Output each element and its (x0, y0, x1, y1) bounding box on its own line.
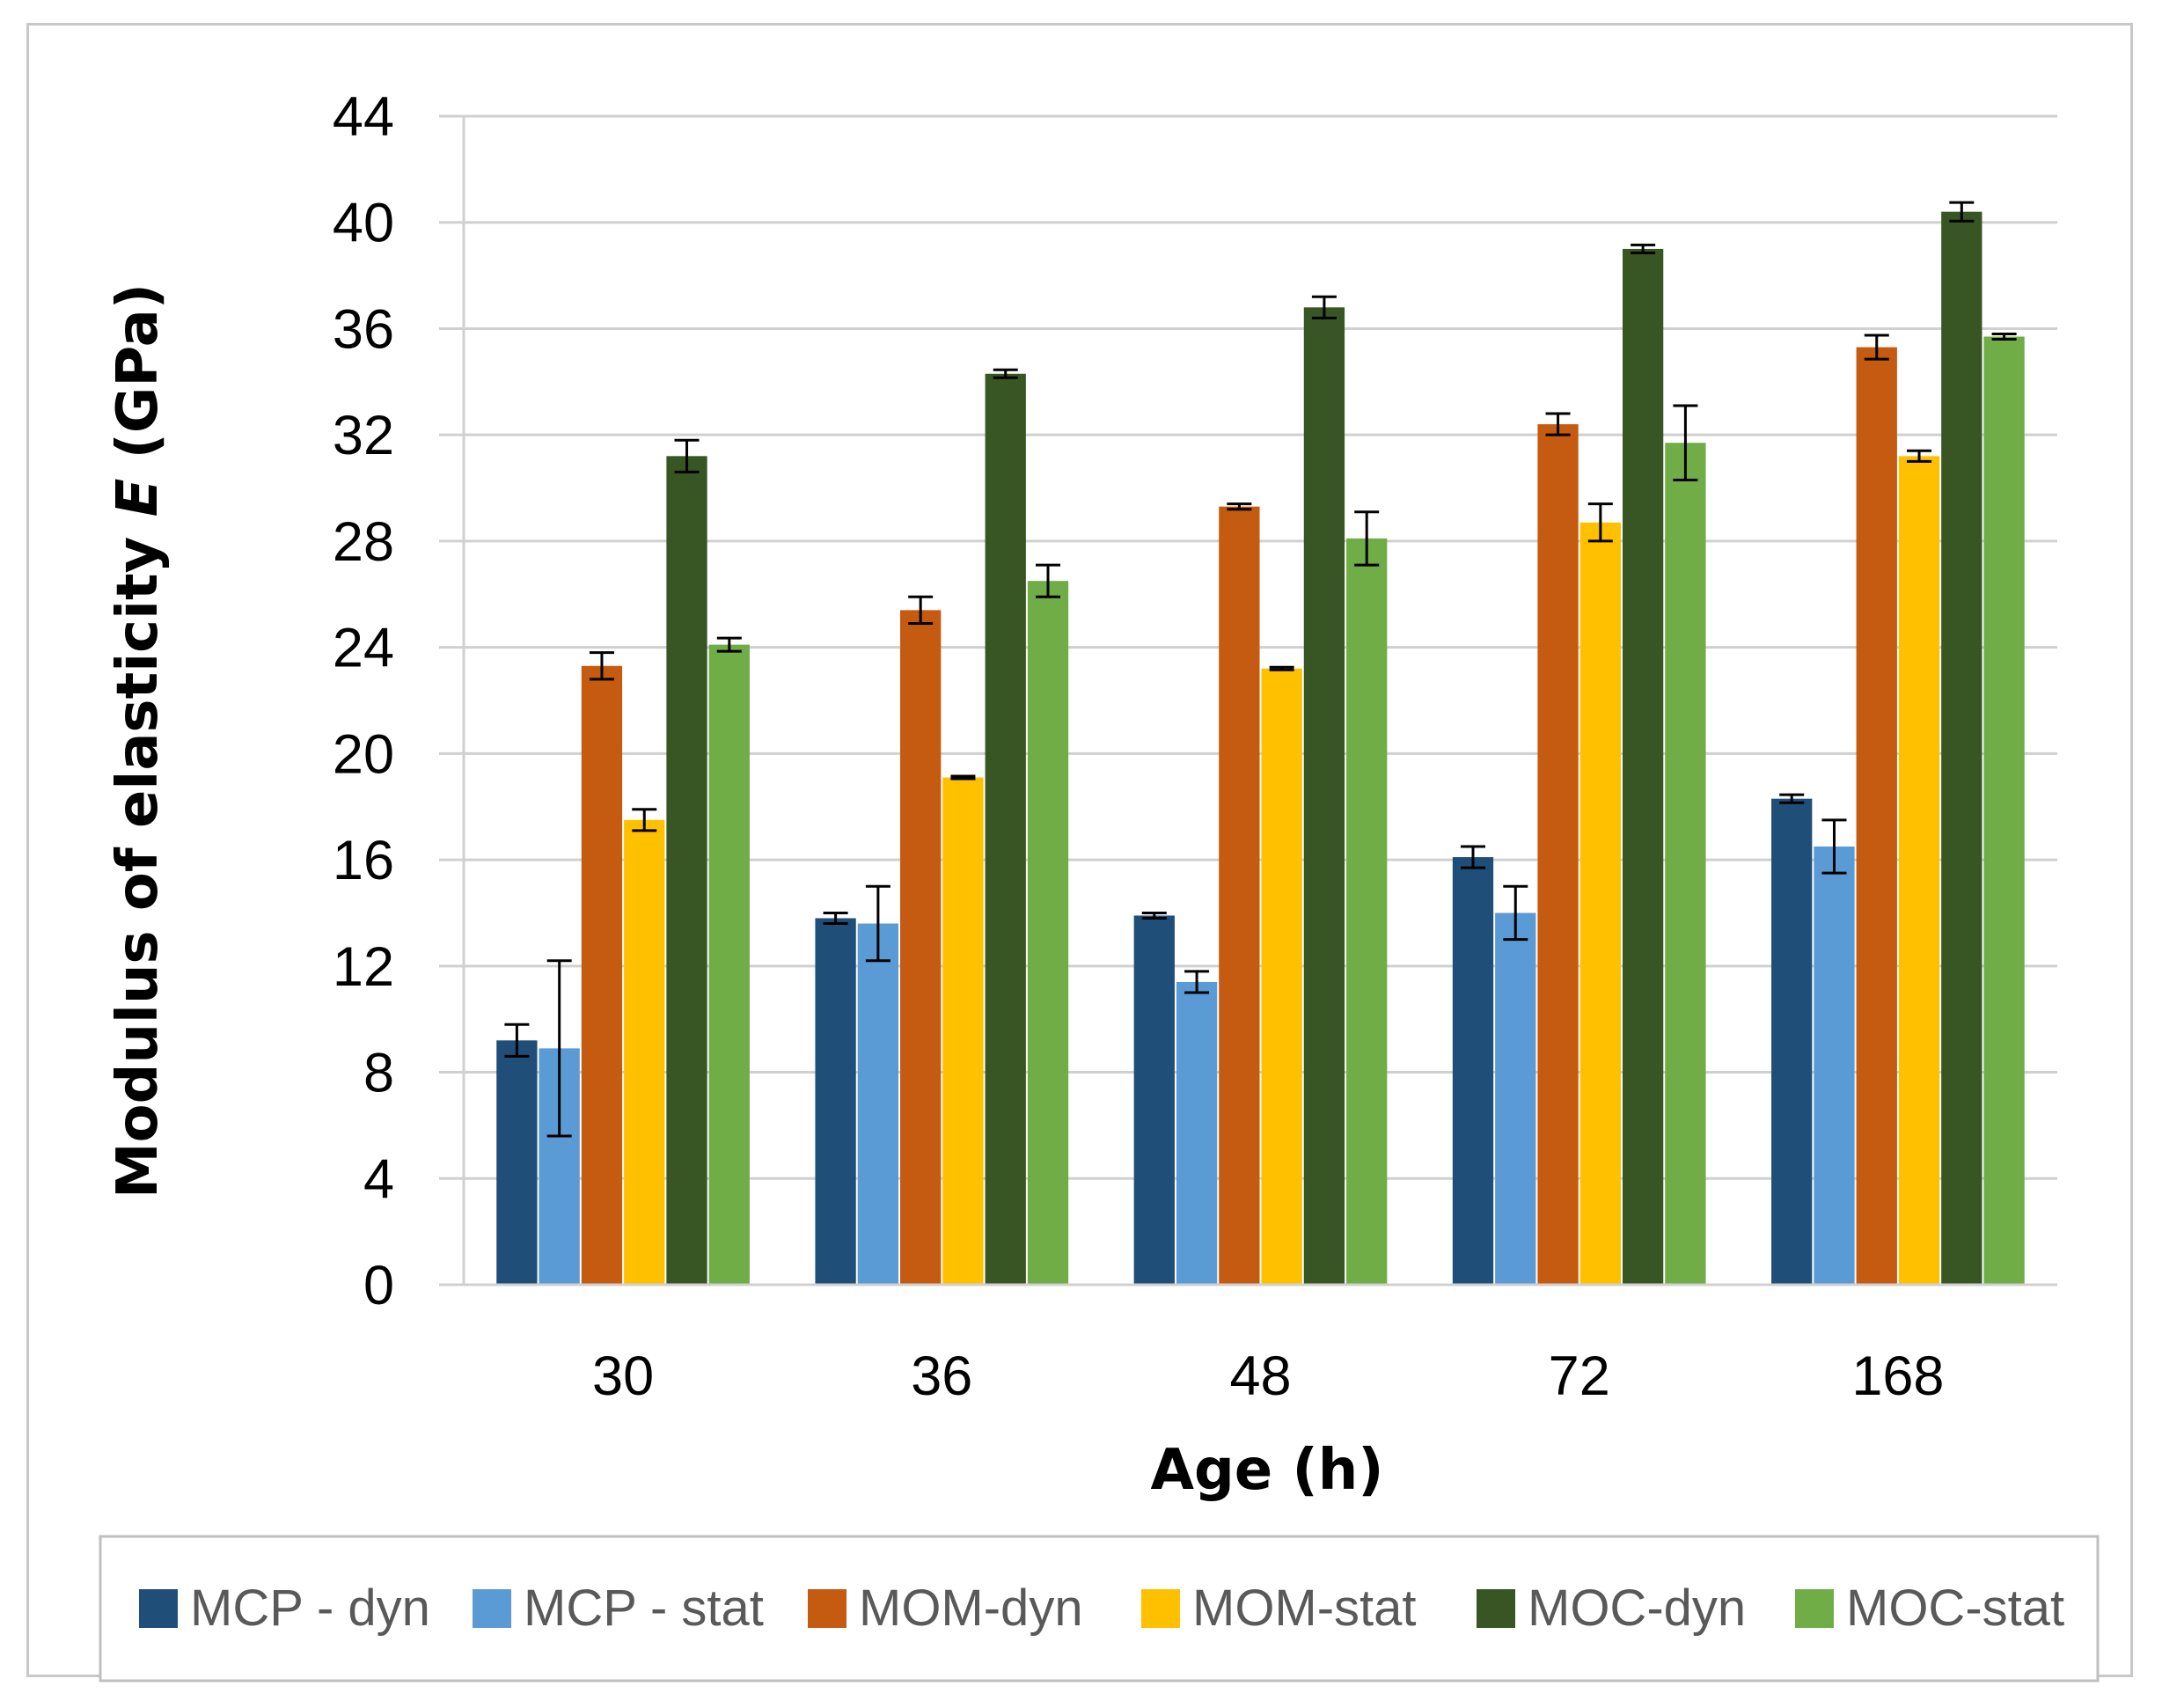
bar (1665, 443, 1706, 1286)
bar (1579, 522, 1621, 1285)
legend-label: MOC-stat (1846, 1580, 2064, 1637)
x-tick-label: 168 (1851, 1345, 1944, 1407)
legend-label: MOC-dyn (1528, 1580, 1746, 1637)
x-tick-label: 36 (911, 1345, 972, 1407)
bar (708, 644, 750, 1285)
legend-swatch (808, 1589, 846, 1628)
bar (1941, 211, 1982, 1285)
y-tick-label: 40 (333, 193, 394, 254)
legend-swatch (473, 1589, 511, 1628)
x-tick-label: 48 (1229, 1345, 1291, 1407)
bar (1622, 248, 1664, 1286)
bar (1261, 668, 1302, 1285)
y-tick-label: 44 (333, 86, 394, 148)
legend-swatch (1477, 1589, 1515, 1628)
y-axis-title-unit: (GPa) (106, 283, 171, 479)
x-tick-label: 30 (592, 1345, 654, 1407)
y-tick-label: 4 (363, 1148, 394, 1210)
bar (1814, 847, 1855, 1285)
y-tick-label: 36 (333, 298, 394, 360)
bar (1346, 538, 1388, 1285)
x-tick-labels: 30 36 48 72 168 (592, 1345, 1944, 1407)
legend-swatch (139, 1589, 178, 1628)
legend-swatch (1141, 1589, 1180, 1628)
legend-swatch (1795, 1589, 1834, 1628)
bar (1133, 915, 1175, 1285)
bar (1303, 307, 1345, 1285)
legend-label: MOM-stat (1192, 1580, 1417, 1637)
legend-label: MCP - dyn (190, 1580, 430, 1637)
x-axis-title: Age (h) (1150, 1438, 1383, 1503)
bar (1983, 336, 2025, 1286)
bar (1219, 506, 1260, 1285)
legend-label: MOM-dyn (859, 1580, 1083, 1637)
y-axis-title-main: Modulus of elasticity (106, 517, 171, 1199)
y-axis-title-variable: E (106, 479, 171, 517)
bar (857, 923, 899, 1285)
y-tick-label: 8 (363, 1043, 394, 1104)
error-bars (504, 201, 2017, 1138)
bar (624, 819, 665, 1285)
bar (496, 1040, 538, 1285)
bar (900, 610, 942, 1285)
y-tick-label: 20 (333, 723, 394, 785)
legend-box (99, 1535, 2100, 1682)
bar (1452, 857, 1494, 1285)
bar (666, 456, 707, 1285)
bar (1027, 581, 1069, 1285)
bar (1771, 798, 1813, 1285)
axes (439, 116, 2057, 1286)
bar (815, 918, 856, 1285)
y-tick-labels: 0 4 8 12 16 20 24 28 32 36 40 44 (333, 86, 394, 1316)
bar (1898, 456, 1940, 1285)
y-tick-label: 0 (363, 1255, 394, 1316)
bars (496, 211, 2025, 1286)
y-tick-label: 32 (333, 405, 394, 466)
bar (1176, 981, 1218, 1285)
y-axis-title: Modulus of elasticity E (GPa) (106, 283, 171, 1199)
bar (1495, 913, 1536, 1285)
bar (942, 777, 984, 1285)
legend: MCP - dyn MCP - stat MOM-dyn MOM-stat MOC-dy… (139, 1580, 2064, 1637)
y-tick-label: 12 (333, 936, 394, 998)
y-tick-label: 24 (333, 618, 394, 679)
y-tick-label: 16 (333, 830, 394, 891)
bar (581, 665, 623, 1285)
bar (1537, 424, 1579, 1285)
bar (1856, 347, 1897, 1286)
y-tick-label: 28 (333, 511, 394, 573)
legend-label: MCP - stat (524, 1580, 764, 1637)
x-tick-label: 72 (1549, 1345, 1610, 1407)
bar (985, 373, 1026, 1285)
